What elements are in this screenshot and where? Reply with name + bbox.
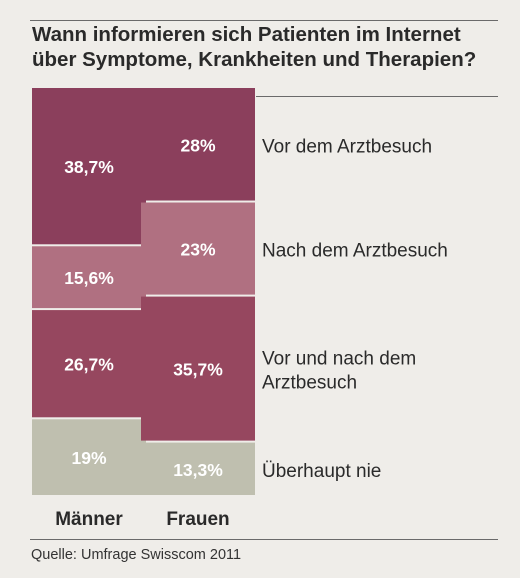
source-note: Quelle: Umfrage Swisscom 2011 [31,547,242,563]
bar-segment-frauen-3 [141,442,255,495]
legend-top-rule [256,96,498,97]
bar-segment-frauen-0 [141,88,255,201]
value-label-frauen-3: 13,3% [173,460,223,480]
value-label-männer-3: 19% [71,448,106,468]
bar-segment-männer-1 [32,246,146,309]
bar-segment-männer-2 [32,310,146,418]
legend-label-1: Nach dem Arztbesuch [262,241,448,262]
legend-label-2: Vor und nach dem Arztbesuch [262,349,416,394]
top-rule [30,20,498,21]
bar-segment-männer-3 [32,419,146,495]
value-label-frauen-2: 35,7% [173,360,223,380]
value-label-frauen-0: 28% [180,135,215,155]
category-label-frauen: Frauen [166,509,229,530]
value-label-männer-0: 38,7% [64,157,114,177]
category-label-männer: Männer [55,509,123,530]
bar-segment-frauen-2 [141,296,255,441]
bar-segment-frauen-1 [141,202,255,295]
legend-label-3: Überhaupt nie [262,461,381,482]
bottom-rule [30,539,498,540]
legend-label-0: Vor dem Arztbesuch [262,136,432,157]
chart-title: Wann informieren sich Patienten im Inter… [32,23,477,71]
value-label-männer-2: 26,7% [64,355,114,375]
value-label-männer-1: 15,6% [64,268,114,288]
value-label-frauen-1: 23% [180,240,215,260]
bar-segment-männer-0 [32,88,146,245]
